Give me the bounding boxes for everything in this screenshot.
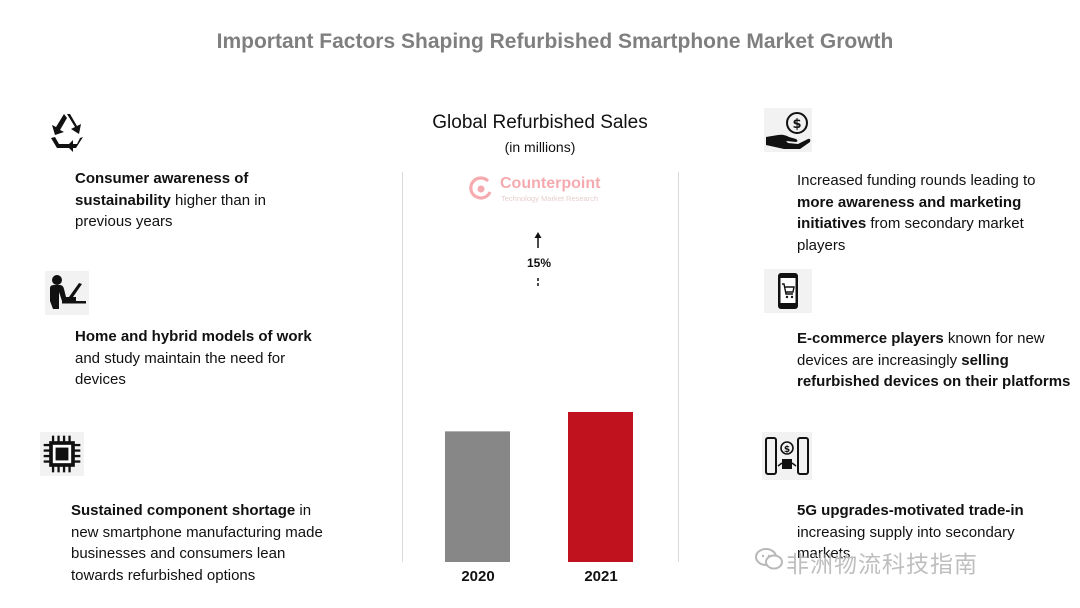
watermark: 非洲物流科技指南: [786, 552, 978, 578]
chat-bubble-icon: [755, 548, 783, 570]
person-laptop-icon: [45, 271, 89, 315]
recycle-icon: [51, 114, 83, 152]
bar-2021: [568, 412, 633, 562]
logo-tagline: Technology Market Research: [501, 194, 599, 203]
svg-text:$: $: [792, 117, 801, 132]
hand-money-icon: $: [764, 108, 812, 152]
factor-sustainability: Consumer awareness of sustainability hig…: [75, 170, 266, 230]
bar-2020: [445, 431, 510, 562]
logo-name: Counterpoint: [500, 175, 601, 192]
factor-trade-in: 5G upgrades-motivated trade-in increasin…: [797, 502, 1024, 562]
phone-cart-icon: [764, 269, 812, 313]
x-tick-2021: 2021: [584, 568, 617, 585]
chart-title: Global Refurbished Sales: [432, 112, 648, 133]
counterpoint-logo: Counterpoint Technology Market Research: [468, 174, 618, 206]
factor-ecommerce: E-commerce players known for new devices…: [797, 330, 1071, 390]
divider-right: [678, 172, 679, 562]
page-title: Important Factors Shaping Refurbished Sm…: [216, 30, 894, 53]
divider-left: [402, 172, 403, 562]
factor-hybrid-work: Home and hybrid models of work and study…: [75, 328, 312, 388]
growth-label: 15%: [527, 256, 551, 270]
svg-text:$: $: [784, 445, 790, 455]
factor-component-shortage: Sustained component shortage in new smar…: [71, 502, 323, 584]
chip-icon: [40, 432, 84, 476]
growth-arrowhead: [534, 232, 542, 238]
counterpoint-logo-mark: [469, 176, 492, 200]
x-tick-2020: 2020: [461, 568, 494, 585]
chart-subtitle: (in millions): [504, 139, 576, 155]
factor-funding: Increased funding rounds leading to more…: [797, 172, 1036, 254]
bar-chart: 2020 2021 15%: [445, 232, 633, 585]
phone-trade-icon: $: [762, 432, 812, 480]
